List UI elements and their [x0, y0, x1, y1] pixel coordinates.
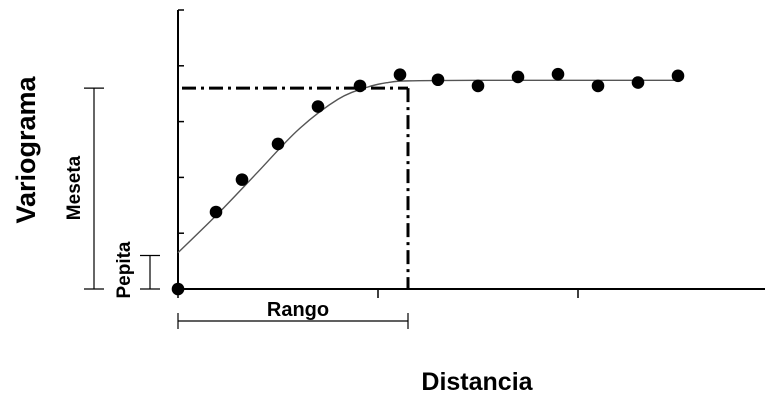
data-point — [209, 205, 223, 219]
data-point — [671, 69, 685, 83]
data-point — [171, 282, 185, 296]
data-point — [631, 76, 645, 89]
data-point — [311, 100, 325, 113]
x-axis-label: Distancia — [421, 368, 533, 396]
data-point — [431, 73, 445, 87]
nugget-label: Pepita — [114, 241, 135, 298]
data-point — [353, 79, 367, 93]
data-point — [393, 68, 407, 82]
sill-bracket — [84, 87, 104, 290]
y-axis-label: Variograma — [11, 75, 41, 223]
range-bracket — [177, 313, 409, 329]
data-points — [171, 67, 685, 296]
data-point — [511, 70, 525, 84]
variogram-model-curve — [177, 79, 679, 254]
data-point — [471, 79, 485, 93]
range-label: Rango — [267, 299, 329, 321]
data-point — [551, 67, 565, 81]
x-axis-ticks — [177, 289, 579, 298]
sill-label: Meseta — [64, 155, 85, 220]
data-point — [591, 79, 605, 93]
data-point — [271, 137, 285, 151]
nugget-bracket — [140, 254, 160, 290]
data-point — [235, 173, 249, 186]
